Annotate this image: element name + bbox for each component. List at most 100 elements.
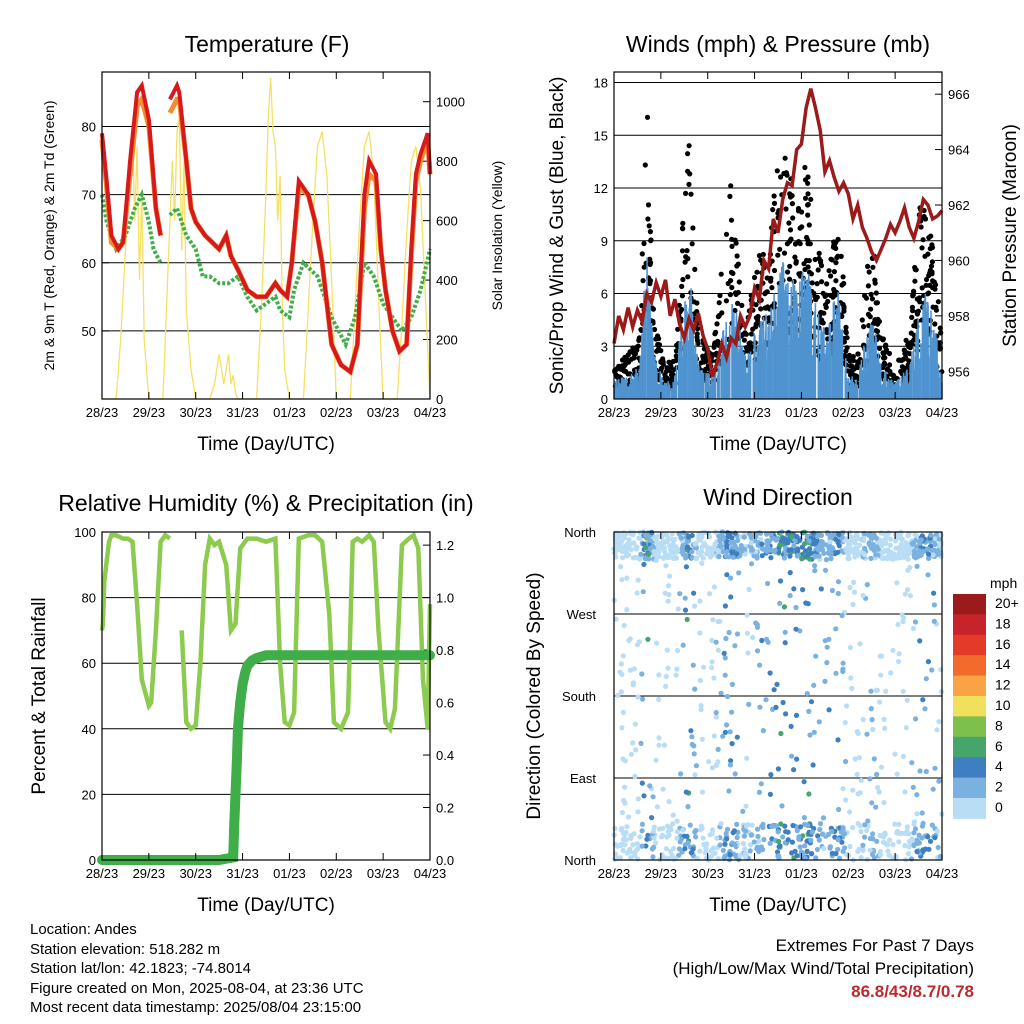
direction-point (697, 598, 703, 604)
direction-point (934, 828, 940, 834)
gust-point (746, 340, 752, 347)
direction-point (666, 592, 672, 598)
direction-point (843, 797, 849, 803)
direction-point (858, 855, 864, 861)
direction-point (791, 586, 797, 592)
direction-point (909, 760, 915, 766)
legend-label: 20+ (995, 595, 1019, 611)
direction-point (787, 570, 793, 576)
direction-point (712, 542, 718, 548)
gust-point (754, 269, 760, 275)
direction-point (835, 737, 841, 743)
gust-point (862, 293, 868, 299)
direction-point (910, 784, 916, 791)
x-tick-label: 02/23 (832, 405, 865, 420)
direction-point (748, 832, 754, 838)
direction-point (917, 638, 923, 644)
gust-point (816, 250, 822, 256)
direction-point (870, 836, 876, 842)
direction-point (732, 530, 738, 536)
direction-point (647, 783, 653, 789)
y2-tick-label: 600 (436, 214, 458, 229)
direction-point (913, 716, 919, 722)
gust-point (714, 321, 720, 327)
direction-point (768, 555, 774, 561)
gust-point (881, 351, 887, 357)
direction-point (896, 821, 902, 828)
gust-point (778, 174, 784, 180)
direction-point (894, 771, 900, 777)
direction-point (656, 742, 662, 748)
direction-point (864, 582, 870, 588)
direction-point (911, 842, 917, 849)
direction-point (919, 835, 925, 841)
direction-point (646, 551, 652, 557)
gust-point (675, 326, 681, 332)
y2-tick-label: 0.0 (436, 853, 454, 868)
x-tick-label: 31/23 (226, 866, 259, 881)
direction-point (816, 719, 822, 725)
direction-point (619, 548, 625, 555)
direction-point (640, 589, 646, 595)
gust-point (636, 335, 643, 341)
direction-point (895, 621, 901, 628)
gust-point (847, 363, 854, 369)
direction-point (833, 626, 839, 632)
direction-point (797, 844, 803, 850)
gust-point (912, 264, 918, 271)
direction-point (888, 670, 894, 676)
gust-point (785, 269, 791, 275)
direction-point (879, 555, 886, 562)
direction-point (923, 676, 929, 682)
gust-point (673, 353, 679, 359)
gust-point (771, 193, 777, 199)
direction-point (726, 629, 732, 636)
direction-point (876, 789, 882, 795)
direction-point (757, 704, 763, 710)
direction-point (626, 537, 632, 543)
direction-point (630, 740, 636, 746)
direction-point (724, 572, 730, 578)
direction-point (706, 759, 712, 765)
direction-point (868, 543, 874, 549)
direction-point (661, 539, 667, 546)
direction-point (905, 851, 912, 857)
direction-point (778, 730, 784, 737)
gust-point (768, 275, 774, 281)
direction-point (771, 535, 777, 542)
direction-point (812, 553, 818, 559)
direction-point (692, 541, 698, 547)
direction-point (697, 677, 703, 684)
direction-point (726, 554, 732, 560)
direction-point (911, 552, 917, 558)
direction-point (748, 540, 754, 546)
gust-point (805, 241, 811, 247)
x-tick-label: 01/23 (273, 866, 306, 881)
direction-point (925, 572, 931, 578)
gust-point (828, 292, 834, 298)
gust-point (911, 323, 917, 329)
direction-point (635, 796, 642, 802)
direction-point (912, 532, 918, 538)
direction-point (891, 555, 897, 562)
direction-point (693, 827, 699, 834)
direction-point (921, 548, 927, 555)
legend-swatch (953, 716, 986, 738)
direction-point (843, 703, 850, 709)
direction-point (789, 534, 795, 540)
direction-point (782, 640, 788, 646)
direction-point (822, 567, 829, 573)
direction-point (618, 564, 624, 570)
y2-tick-label: 1000 (436, 95, 465, 110)
legend-unit: mph (990, 575, 1017, 591)
y2-tick-label: 200 (436, 333, 458, 348)
direction-point (829, 850, 835, 856)
direction-point (701, 664, 707, 670)
direction-point (818, 586, 824, 592)
direction-point (612, 825, 618, 832)
direction-point (855, 821, 861, 827)
direction-point (751, 553, 757, 559)
direction-point (874, 771, 880, 778)
direction-point (630, 680, 637, 686)
x-tick-label: 03/23 (879, 405, 912, 420)
